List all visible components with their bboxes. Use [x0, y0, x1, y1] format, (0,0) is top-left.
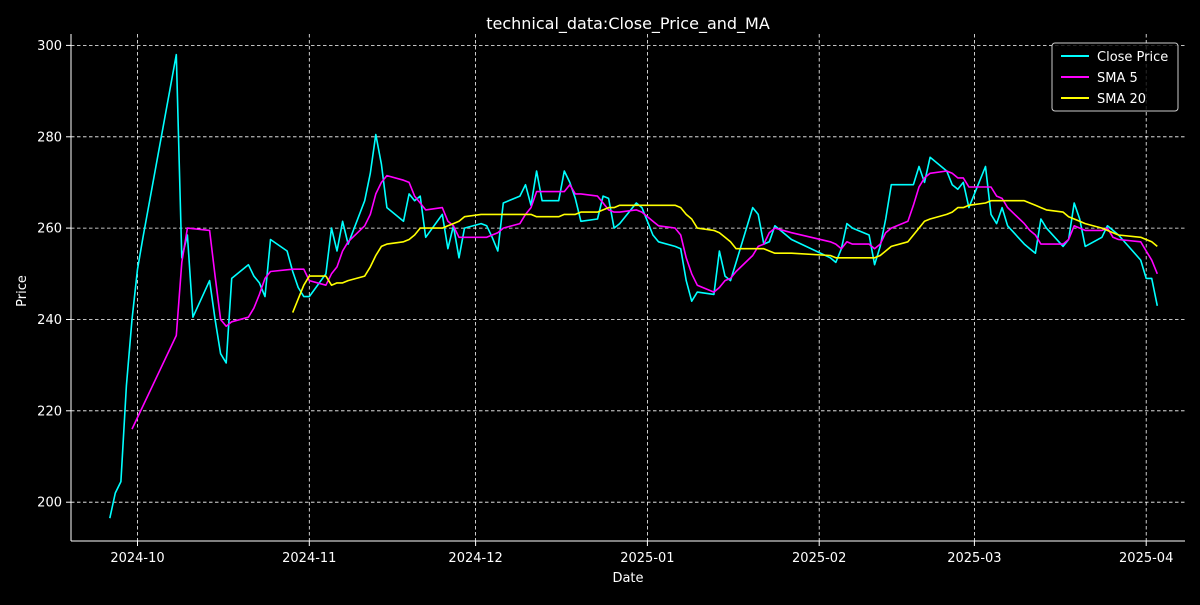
x-tick-label: 2024-10: [110, 551, 164, 566]
legend-label-sma-20: SMA 20: [1097, 92, 1146, 107]
x-axis-label: Date: [612, 571, 643, 586]
x-tick-label: 2025-02: [792, 551, 846, 566]
legend-box: [1051, 42, 1179, 112]
x-tick-label: 2024-12: [448, 551, 502, 566]
series-line-close-price: [109, 53, 1159, 519]
y-tick-label: 220: [37, 404, 62, 419]
x-tick-label: 2025-01: [620, 551, 674, 566]
series-layer: [109, 53, 1159, 519]
ticks-layer: 2024-10 2024-11 2024-12 2025-01 2025-02 2025-…: [37, 39, 1173, 566]
legend: Close Price SMA 5 SMA 20: [1051, 42, 1179, 112]
grid-layer: [71, 34, 1185, 541]
y-tick-label: 280: [37, 130, 62, 145]
axes-layer: [70, 34, 1185, 542]
legend-label-sma-5: SMA 5: [1097, 71, 1138, 86]
chart-title: technical_data:Close_Price_and_MA: [486, 14, 770, 34]
x-tick-label: 2025-04: [1119, 551, 1173, 566]
series-line-sma-20: [291, 199, 1158, 313]
y-axis-label: Price: [15, 275, 30, 307]
x-tick-label: 2024-11: [282, 551, 336, 566]
y-tick-label: 200: [37, 496, 62, 511]
y-tick-label: 240: [37, 313, 62, 328]
x-tick-label: 2025-03: [947, 551, 1001, 566]
y-tick-label: 260: [37, 222, 62, 237]
y-tick-label: 300: [37, 39, 62, 54]
series-line-sma-5: [131, 170, 1159, 430]
legend-label-close-price: Close Price: [1097, 50, 1168, 65]
